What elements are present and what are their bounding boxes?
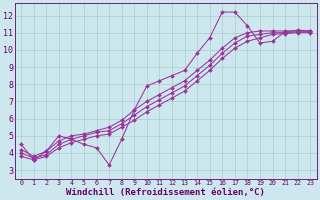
X-axis label: Windchill (Refroidissement éolien,°C): Windchill (Refroidissement éolien,°C) [66,188,265,197]
